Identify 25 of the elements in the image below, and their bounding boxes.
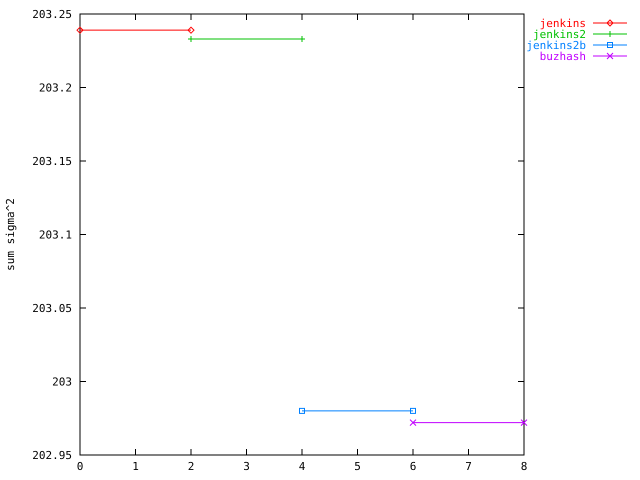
y-tick-label: 203.1 [38,228,72,242]
point [299,408,305,414]
point [188,26,194,34]
x-tick-label: 3 [243,460,250,473]
y-tick-label: 202.95 [32,448,72,462]
x-tick-label: 4 [298,460,306,473]
y-tick-label: 203 [52,375,72,388]
x-tick-label: 6 [410,460,416,473]
legend-label: buzhash [540,50,586,63]
point [410,419,416,426]
legend-label: jenkins [540,16,586,30]
point [410,408,416,414]
y-axis-title: sum sigma^2 [4,198,17,271]
x-tick-label: 0 [76,460,84,473]
y-tick-label: 203.15 [32,154,72,168]
x-tick-label: 7 [465,460,472,473]
y-tick-label: 203.05 [32,302,72,315]
x-tick-label: 8 [520,460,528,473]
y-tick-label: 203.25 [32,8,72,21]
point [520,419,528,426]
x-tick-label: 2 [188,460,194,473]
x-tick-label: 1 [132,460,139,473]
point [76,26,84,34]
y-tick-label: 203.2 [38,81,72,94]
x-tick-label: 5 [354,460,361,473]
